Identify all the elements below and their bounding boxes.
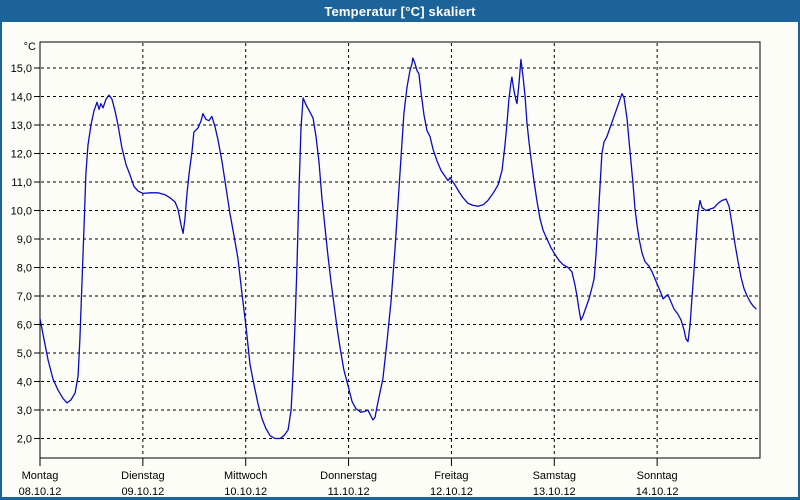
day-date-label: 09.10.12 [121, 486, 164, 498]
window-title: Temperatur [°C] skaliert [324, 3, 476, 19]
title-bar: Temperatur [°C] skaliert [0, 0, 800, 22]
temperature-line [39, 57, 757, 440]
day-name-label: Donnerstag [320, 470, 377, 482]
plot-border [39, 41, 761, 459]
day-date-label: 11.10.12 [328, 486, 370, 498]
day-name-label: Montag [22, 470, 59, 482]
y-tick-label: 4,0 [17, 377, 32, 389]
day-date-label: 13.10.12 [533, 486, 576, 498]
day-date-label: 10.10.12 [224, 486, 267, 498]
day-date-label: 14.10.12 [636, 486, 679, 498]
day-name-label: Sonntag [637, 470, 678, 482]
y-tick-label: 8,0 [17, 263, 32, 275]
y-tick-label: 3,0 [17, 405, 32, 417]
y-tick-label: 5,0 [17, 348, 32, 360]
y-axis-unit-label: °C [24, 41, 36, 53]
y-tick-label: 15,0 [11, 63, 32, 75]
y-tick-label: 14,0 [11, 92, 32, 104]
day-name-label: Samstag [533, 470, 576, 482]
day-date-label: 12.10.12 [430, 486, 473, 498]
day-name-label: Freitag [434, 470, 468, 482]
y-tick-label: 9,0 [17, 234, 32, 246]
day-date-label: 08.10.12 [19, 486, 62, 498]
y-tick-label: 6,0 [17, 320, 32, 332]
day-name-label: Dienstag [121, 470, 164, 482]
y-tick-label: 13,0 [11, 120, 32, 132]
day-name-label: Mittwoch [224, 470, 267, 482]
y-tick-label: 7,0 [17, 291, 32, 303]
y-tick-label: 11,0 [11, 177, 32, 189]
y-tick-label: 10,0 [11, 206, 32, 218]
y-tick-label: 12,0 [11, 149, 32, 161]
y-tick-label: 2,0 [17, 434, 32, 446]
